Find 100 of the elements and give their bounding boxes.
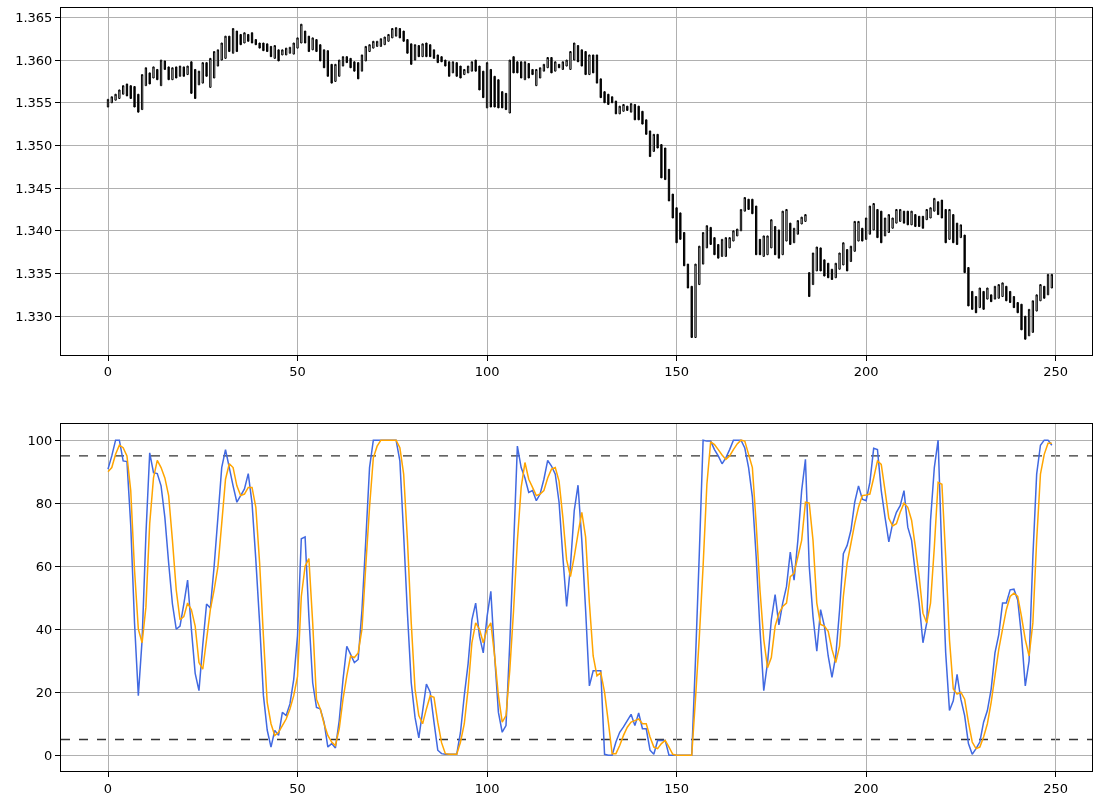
x-tick-label: 0 bbox=[103, 364, 113, 380]
candlestick bbox=[948, 208, 951, 240]
candlestick bbox=[527, 62, 530, 79]
candlestick bbox=[588, 54, 591, 76]
candlestick bbox=[762, 235, 765, 257]
candlestick bbox=[201, 62, 204, 84]
candlestick bbox=[178, 65, 182, 77]
y-tick-label: 1.335 bbox=[15, 266, 53, 282]
candlestick bbox=[466, 65, 470, 74]
candlestick bbox=[114, 93, 117, 101]
y-tick-label: 1.350 bbox=[15, 137, 53, 153]
x-tick-label: 200 bbox=[853, 780, 879, 796]
y-tick-label: 1.360 bbox=[15, 52, 53, 68]
candlestick bbox=[637, 105, 640, 121]
candlestick bbox=[827, 262, 830, 279]
candlestick bbox=[372, 40, 375, 49]
x-tick-label: 100 bbox=[474, 780, 500, 796]
y-tick-label: 1.365 bbox=[15, 9, 53, 25]
candlestick bbox=[311, 37, 314, 51]
candlestick bbox=[1001, 282, 1004, 298]
y-tick-label: 1.330 bbox=[15, 308, 53, 324]
y-tick-label: 1.355 bbox=[15, 95, 53, 111]
candlestick bbox=[122, 85, 125, 95]
candlestick bbox=[345, 56, 348, 64]
candlestick bbox=[349, 57, 352, 69]
candlestick bbox=[421, 43, 424, 58]
candlestick bbox=[622, 103, 625, 112]
candlestick bbox=[914, 214, 917, 228]
x-tick-label: 50 bbox=[289, 780, 306, 796]
candlestick bbox=[629, 103, 633, 113]
candlestick bbox=[868, 205, 872, 235]
candlestick bbox=[899, 208, 902, 222]
candlestick bbox=[391, 27, 394, 39]
x-tick-label: 100 bbox=[474, 364, 500, 380]
candlestick bbox=[997, 284, 1000, 299]
x-tick-label: 150 bbox=[664, 364, 689, 380]
candlestick bbox=[705, 225, 709, 249]
y-tick-label: 1.340 bbox=[15, 223, 53, 239]
candlestick bbox=[394, 27, 398, 37]
y-tick-label: 1.345 bbox=[15, 180, 53, 196]
candlestick bbox=[398, 27, 402, 39]
candlestick bbox=[561, 61, 565, 70]
candlestick bbox=[182, 66, 185, 77]
candlestick bbox=[125, 83, 129, 97]
candlestick bbox=[410, 43, 413, 65]
candlestick bbox=[357, 62, 360, 80]
candlestick bbox=[273, 45, 276, 59]
candlestick bbox=[451, 61, 455, 74]
candlestick bbox=[175, 66, 178, 79]
candlestick bbox=[508, 59, 511, 114]
candlestick bbox=[910, 210, 913, 226]
y-tick-label: 40 bbox=[35, 621, 53, 637]
y-tick-label: 100 bbox=[27, 432, 53, 448]
candlestick bbox=[592, 54, 595, 74]
candlestick bbox=[781, 210, 784, 256]
candlestick bbox=[459, 65, 462, 79]
candlestick bbox=[550, 57, 553, 74]
y-tick-label: 20 bbox=[35, 684, 53, 700]
y-tick-label: 60 bbox=[35, 558, 53, 574]
candlestick bbox=[554, 61, 557, 72]
x-tick-label: 50 bbox=[289, 364, 306, 380]
candlestick bbox=[626, 105, 629, 111]
candlestick bbox=[247, 33, 250, 42]
candlestick bbox=[804, 214, 807, 222]
candlestick bbox=[383, 36, 386, 46]
candlestick bbox=[224, 35, 227, 59]
candlestick bbox=[747, 198, 750, 210]
candlestick bbox=[978, 287, 981, 309]
candlestick bbox=[535, 68, 538, 87]
candlestick bbox=[250, 32, 254, 44]
candlestick bbox=[1005, 285, 1008, 302]
x-tick-label: 250 bbox=[1043, 780, 1069, 796]
candlestick bbox=[262, 42, 265, 52]
candlestick bbox=[982, 290, 985, 310]
candlestick bbox=[906, 210, 909, 226]
candlestick bbox=[584, 51, 587, 76]
line-series bbox=[107, 439, 1053, 756]
candlestick bbox=[171, 67, 174, 81]
candlestick bbox=[440, 56, 443, 63]
candlestick bbox=[379, 38, 383, 47]
candlestick bbox=[425, 42, 428, 58]
x-tick-label: 0 bbox=[103, 780, 113, 796]
candlestick bbox=[880, 210, 883, 244]
x-tick-label: 250 bbox=[1043, 364, 1069, 380]
candlestick bbox=[520, 61, 523, 79]
candlestick bbox=[334, 63, 337, 82]
candlestick bbox=[815, 246, 818, 272]
candlestick bbox=[470, 61, 474, 72]
x-tick-label: 150 bbox=[664, 780, 689, 796]
x-tick-label: 200 bbox=[853, 364, 879, 380]
candlestick bbox=[277, 49, 280, 62]
y-tick-label: 0 bbox=[44, 747, 53, 763]
candlestick bbox=[258, 42, 261, 49]
candlestick bbox=[607, 93, 610, 105]
candlestick bbox=[429, 44, 432, 58]
candlestick bbox=[463, 68, 466, 76]
candlestick bbox=[284, 47, 288, 56]
candlestick bbox=[266, 43, 269, 53]
candlestick bbox=[497, 79, 500, 109]
y-tick-label: 80 bbox=[35, 495, 53, 511]
